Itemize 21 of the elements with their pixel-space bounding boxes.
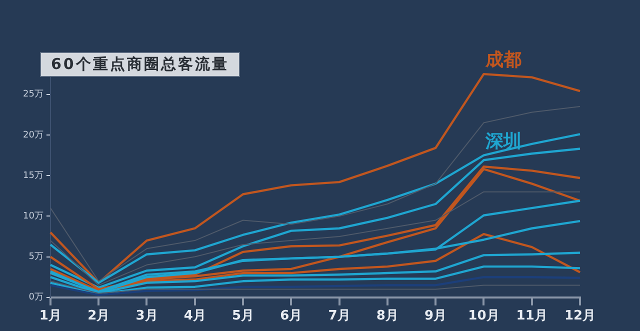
- x-tick-label: 8月: [376, 308, 398, 324]
- x-tick-label: 7月: [328, 308, 350, 324]
- y-tick-label: 20万: [23, 130, 44, 140]
- y-tick-label: 25万: [23, 90, 44, 100]
- y-tick-label: 5万: [28, 252, 44, 262]
- x-tick-label: 4月: [184, 308, 206, 324]
- y-tick-label: 15万: [23, 170, 44, 181]
- x-tick-label: 11月: [516, 308, 548, 324]
- x-tick-label: 5月: [232, 308, 254, 324]
- x-tick-label: 6月: [280, 308, 302, 324]
- x-tick-label: 2月: [88, 308, 110, 324]
- x-tick-label: 12月: [564, 308, 596, 324]
- annotation: 深圳: [484, 130, 522, 152]
- chart-title: 60个重点商圈总客流量: [40, 52, 240, 77]
- x-tick-label: 3月: [136, 308, 158, 324]
- x-tick-label: 1月: [39, 308, 62, 324]
- x-tick-label: 9月: [424, 308, 447, 324]
- y-tick-label: 10万: [23, 212, 44, 222]
- y-tick-label: 0万: [28, 292, 44, 303]
- annotation: 成都: [484, 50, 522, 71]
- x-tick-label: 10月: [468, 308, 500, 324]
